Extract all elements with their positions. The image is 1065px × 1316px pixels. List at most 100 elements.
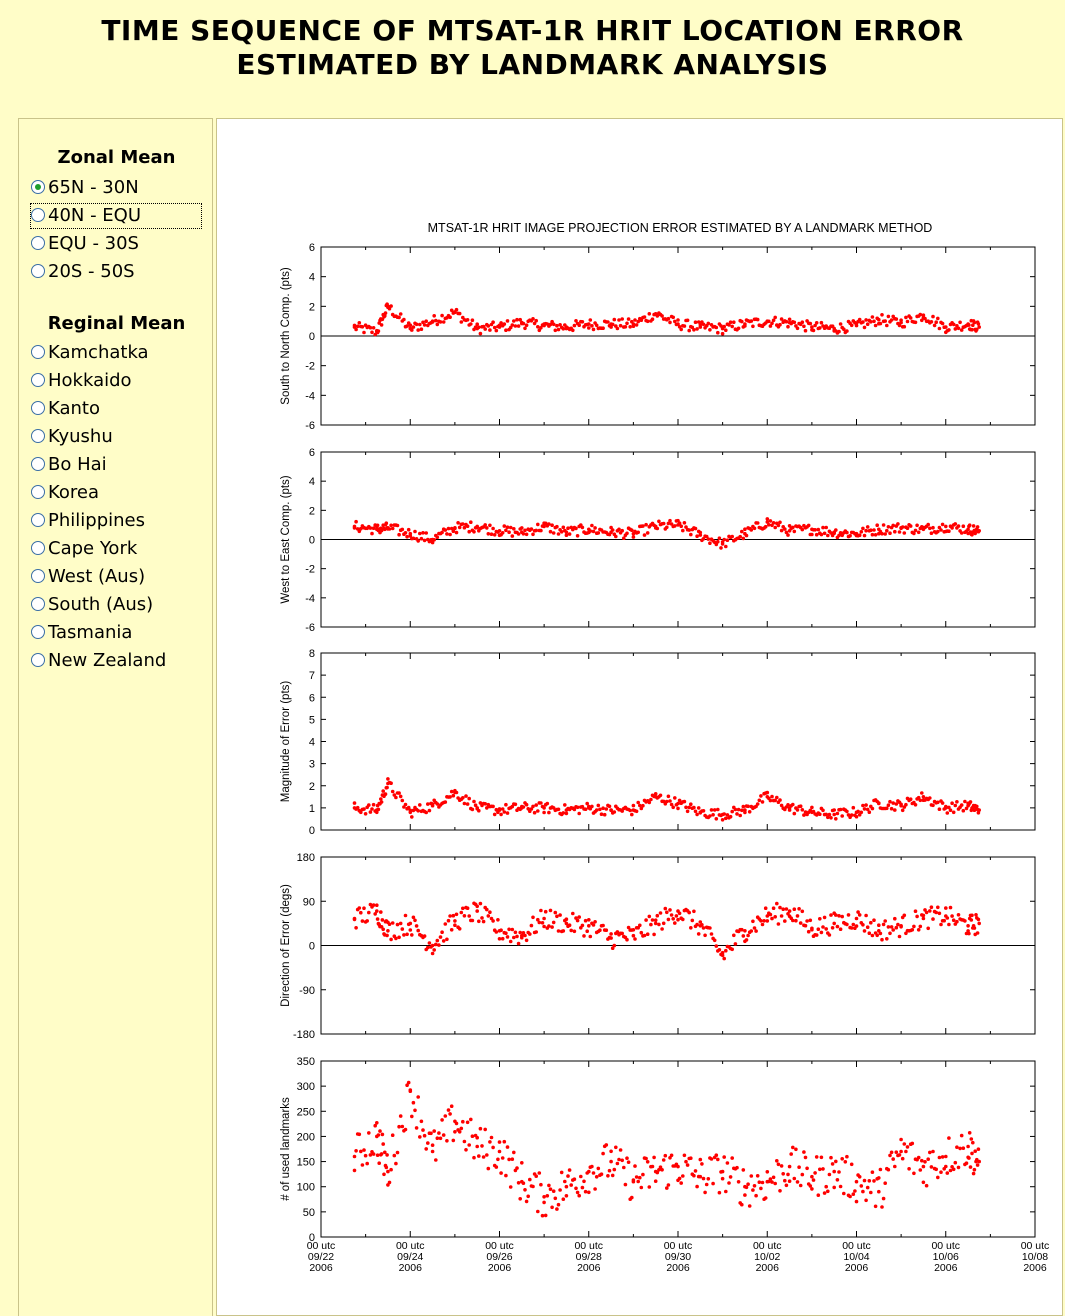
data-point: [872, 319, 876, 324]
radio-region-kamchatka[interactable]: Kamchatka: [31, 341, 149, 365]
data-point: [845, 922, 849, 927]
radio-icon[interactable]: [31, 236, 45, 250]
data-point: [792, 1176, 797, 1181]
radio-zonal-65n-30n[interactable]: 65N - 30N: [31, 176, 139, 200]
radio-icon[interactable]: [31, 569, 45, 583]
radio-icon[interactable]: [31, 429, 45, 443]
data-point: [421, 320, 425, 325]
x-tick-label: 00 utc 10/02 2006: [753, 1240, 782, 1274]
data-point: [899, 924, 903, 928]
y-tick-label: 6: [309, 242, 315, 254]
data-point: [543, 909, 548, 914]
data-point: [571, 911, 575, 916]
data-point: [740, 808, 744, 813]
data-point: [657, 519, 661, 524]
radio-icon[interactable]: [31, 401, 45, 415]
radio-region-new-zealand[interactable]: New Zealand: [31, 649, 166, 673]
data-point: [816, 527, 821, 532]
data-point: [448, 1112, 452, 1116]
data-point: [724, 816, 728, 821]
data-point: [355, 805, 360, 810]
data-point: [929, 531, 934, 535]
radio-icon[interactable]: [31, 457, 45, 471]
data-point: [770, 321, 774, 326]
data-point: [461, 522, 465, 526]
radio-icon[interactable]: [31, 541, 45, 555]
sidebar: Zonal Mean 65N - 30N 40N - EQU EQU - 30S…: [18, 118, 213, 1316]
data-point: [457, 525, 462, 530]
data-point: [500, 936, 505, 941]
data-point: [716, 1157, 720, 1162]
radio-region-south-aus[interactable]: South (Aus): [31, 593, 153, 617]
data-point: [878, 931, 883, 936]
radio-zonal-20s-50s[interactable]: 20S - 50S: [31, 260, 135, 284]
data-point: [940, 321, 945, 326]
data-point: [478, 901, 483, 906]
data-point: [779, 528, 784, 533]
radio-icon[interactable]: [31, 597, 45, 611]
data-point: [587, 1169, 591, 1174]
data-point: [497, 929, 502, 933]
data-point: [843, 1160, 848, 1164]
radio-zonal-equ-30s[interactable]: EQU - 30S: [31, 232, 139, 256]
data-point: [430, 537, 435, 542]
data-point: [620, 931, 624, 936]
data-point: [446, 918, 451, 923]
radio-icon[interactable]: [31, 485, 45, 499]
radio-icon[interactable]: [31, 625, 45, 639]
data-point: [470, 918, 475, 923]
y-axis-label: Direction of Error (degs): [280, 884, 292, 1007]
radio-zonal-40n-equ[interactable]: 40N - EQU: [30, 203, 202, 229]
data-point: [975, 1163, 980, 1167]
data-point: [861, 320, 865, 324]
data-point: [636, 800, 640, 805]
radio-region-philippines[interactable]: Philippines: [31, 509, 145, 533]
radio-icon[interactable]: [31, 208, 45, 222]
radio-region-kyushu[interactable]: Kyushu: [31, 425, 113, 449]
data-point: [625, 531, 629, 536]
data-point: [516, 1181, 521, 1185]
radio-region-korea[interactable]: Korea: [31, 481, 99, 505]
data-point: [518, 317, 522, 322]
data-point: [838, 927, 843, 931]
data-point: [816, 1193, 821, 1197]
data-point: [661, 1158, 666, 1162]
data-point: [889, 318, 894, 322]
data-point: [612, 810, 617, 814]
data-point: [720, 542, 725, 546]
data-point: [641, 1172, 645, 1177]
data-point: [406, 1080, 411, 1085]
data-point: [735, 812, 739, 816]
data-point: [727, 1181, 731, 1185]
data-point: [720, 818, 725, 822]
radio-icon[interactable]: [31, 373, 45, 387]
data-point: [698, 530, 703, 535]
data-point: [885, 528, 889, 533]
radio-region-bo-hai[interactable]: Bo Hai: [31, 453, 107, 477]
data-point: [765, 790, 770, 795]
radio-region-west-aus[interactable]: West (Aus): [31, 565, 145, 589]
data-point: [692, 909, 696, 914]
radio-region-kanto[interactable]: Kanto: [31, 397, 100, 421]
radio-icon[interactable]: [31, 653, 45, 667]
data-point: [448, 795, 452, 799]
data-point: [488, 328, 492, 332]
data-point: [475, 806, 480, 810]
data-point: [908, 316, 913, 320]
radio-region-hokkaido[interactable]: Hokkaido: [31, 369, 132, 393]
data-point: [647, 312, 652, 316]
data-point: [724, 328, 728, 332]
radio-region-cape-york[interactable]: Cape York: [31, 537, 137, 561]
radio-checked-icon[interactable]: [31, 180, 45, 194]
data-point: [810, 805, 814, 810]
radio-region-tasmania[interactable]: Tasmania: [31, 621, 132, 645]
data-point: [929, 320, 934, 324]
radio-icon[interactable]: [31, 345, 45, 359]
landmark-error-chart: MTSAT-1R HRIT IMAGE PROJECTION ERROR EST…: [280, 221, 1049, 1274]
radio-icon[interactable]: [31, 513, 45, 527]
data-point: [921, 1180, 926, 1185]
radio-icon[interactable]: [31, 264, 45, 278]
data-point: [720, 326, 725, 331]
data-point: [872, 918, 876, 922]
data-point: [939, 922, 943, 927]
